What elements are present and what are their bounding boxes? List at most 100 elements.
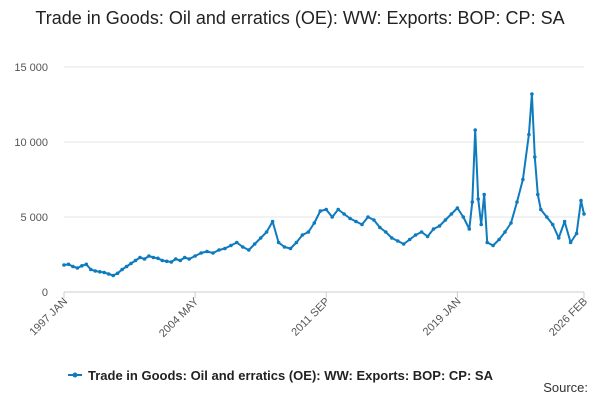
data-point xyxy=(336,207,341,212)
data-point xyxy=(282,245,287,249)
data-point xyxy=(223,246,227,251)
data-point xyxy=(479,222,484,227)
data-point xyxy=(582,212,586,216)
data-point xyxy=(241,245,245,249)
data-point xyxy=(425,234,430,239)
x-axis-labels: 1997 JAN 2004 MAY 2011 SEP 2019 JAN 2026 FEB xyxy=(27,295,590,340)
data-point xyxy=(306,230,311,234)
data-point xyxy=(360,222,364,227)
data-point xyxy=(354,219,358,224)
data-point xyxy=(160,258,165,263)
data-point xyxy=(482,192,487,197)
data-point xyxy=(437,224,442,228)
data-point xyxy=(509,221,513,225)
data-point xyxy=(124,264,129,269)
data-point xyxy=(252,242,257,246)
data-point xyxy=(556,236,561,240)
data-point xyxy=(473,128,478,132)
data-point xyxy=(133,258,138,263)
data-point xyxy=(205,249,209,254)
data-point xyxy=(142,257,147,261)
data-point xyxy=(568,240,573,245)
data-point xyxy=(62,263,66,267)
data-point xyxy=(533,155,537,159)
data-point xyxy=(147,254,151,258)
data-point xyxy=(169,260,174,264)
x-axis xyxy=(63,291,585,298)
legend-swatch-marker xyxy=(72,372,78,378)
data-point xyxy=(390,236,394,240)
data-point xyxy=(527,132,531,137)
data-point xyxy=(503,230,507,234)
data-point xyxy=(294,240,299,245)
data-point xyxy=(120,267,124,272)
data-point xyxy=(431,227,436,231)
data-point xyxy=(485,240,490,245)
series-line xyxy=(63,93,585,277)
data-point xyxy=(111,273,115,278)
data-point xyxy=(443,218,448,222)
data-point xyxy=(342,212,346,216)
data-point xyxy=(401,242,406,246)
data-point xyxy=(530,92,534,96)
data-point xyxy=(75,266,80,270)
y-tick-label: 0 xyxy=(42,287,48,299)
data-point xyxy=(562,219,567,224)
x-tick-label: 1997 JAN xyxy=(27,296,70,339)
data-point xyxy=(476,197,481,201)
data-point xyxy=(312,221,317,225)
x-tick-label: 2011 SEP xyxy=(289,296,332,339)
data-point xyxy=(455,206,460,210)
data-point xyxy=(211,251,215,255)
data-point xyxy=(318,209,323,213)
data-point xyxy=(574,231,579,236)
legend: Trade in Goods: Oil and erratics (OE): W… xyxy=(68,368,494,383)
series-group xyxy=(62,92,586,278)
data-point xyxy=(193,254,197,258)
data-point xyxy=(470,200,475,204)
data-point xyxy=(461,215,466,219)
data-point xyxy=(407,237,412,242)
data-point xyxy=(539,207,543,212)
data-point xyxy=(550,222,555,227)
data-point xyxy=(187,257,191,261)
data-point xyxy=(178,258,182,263)
data-point xyxy=(396,239,400,243)
data-point xyxy=(545,215,549,219)
data-point xyxy=(89,267,93,272)
x-tick-label: 2026 FEB xyxy=(547,296,590,339)
chart-title: Trade in Goods: Oil and erratics (OE): W… xyxy=(35,8,565,28)
data-point xyxy=(71,264,75,269)
grid-lines xyxy=(64,66,584,218)
data-point xyxy=(378,225,382,230)
y-tick-label: 10 000 xyxy=(14,137,48,149)
data-point xyxy=(497,237,501,242)
data-point xyxy=(156,256,160,261)
data-point xyxy=(264,230,269,234)
data-point xyxy=(270,219,275,224)
data-point xyxy=(521,177,525,182)
data-point xyxy=(138,255,142,260)
data-point xyxy=(115,271,120,276)
data-point xyxy=(102,270,106,275)
data-point xyxy=(106,272,111,276)
data-point xyxy=(276,240,281,245)
y-tick-label: 5 000 xyxy=(20,212,48,224)
data-point xyxy=(182,255,187,260)
data-point xyxy=(80,264,84,268)
data-point xyxy=(217,248,221,252)
legend-entry: Trade in Goods: Oil and erratics (OE): W… xyxy=(88,368,494,383)
data-point xyxy=(165,259,169,264)
data-point xyxy=(449,212,454,216)
data-point xyxy=(536,192,540,197)
data-point xyxy=(491,243,495,248)
data-point xyxy=(515,200,519,204)
data-point xyxy=(384,230,388,234)
data-point xyxy=(419,230,424,234)
data-point xyxy=(151,255,156,260)
data-point xyxy=(129,261,133,266)
data-point xyxy=(300,233,305,237)
x-tick-label: 2019 JAN xyxy=(421,296,464,339)
data-point xyxy=(288,246,293,251)
